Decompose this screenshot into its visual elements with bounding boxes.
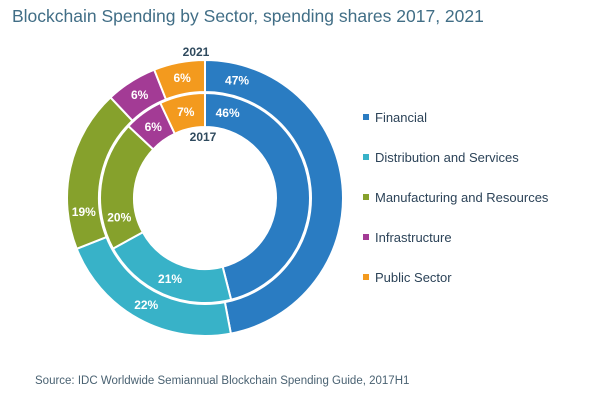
legend-swatch	[363, 234, 369, 240]
slice-2017-financial	[204, 91, 311, 301]
legend-item-financial: Financial	[363, 97, 548, 137]
data-label-2017: 7%	[177, 105, 195, 119]
legend-label: Distribution and Services	[375, 149, 519, 165]
data-label-2021: 19%	[72, 205, 96, 219]
legend-swatch	[363, 194, 369, 200]
legend-swatch	[363, 274, 369, 280]
legend-item-infrastructure: Infrastructure	[363, 217, 548, 257]
legend-item-public-sector: Public Sector	[363, 257, 548, 297]
data-label-2017: 20%	[107, 211, 131, 225]
data-label-2021: 47%	[225, 73, 249, 87]
legend-label: Public Sector	[375, 269, 452, 285]
year-label-2021: 2021	[183, 45, 210, 59]
legend-label: Manufacturing and Resources	[375, 189, 549, 205]
data-label-2021: 6%	[173, 71, 191, 85]
data-label-2021: 22%	[134, 298, 158, 312]
data-label-2017: 6%	[145, 120, 163, 134]
data-label-2017: 46%	[216, 106, 240, 120]
data-label-2021: 6%	[131, 88, 149, 102]
legend-label: Financial	[375, 109, 428, 125]
legend-swatch	[363, 114, 369, 120]
legend: Financial Distribution and Services Manu…	[363, 108, 548, 308]
data-label-2017: 21%	[158, 272, 182, 286]
legend-item-manufacturing: Manufacturing and Resources	[363, 177, 548, 217]
source-note: Source: IDC Worldwide Semiannual Blockch…	[35, 375, 410, 387]
year-label-2017: 2017	[190, 130, 217, 144]
legend-item-distribution: Distribution and Services	[363, 137, 548, 177]
chart-title: Blockchain Spending by Sector, spending …	[12, 6, 484, 26]
legend-label: Infrastructure	[375, 229, 452, 245]
slice-2017-public-sector	[158, 91, 206, 136]
legend-swatch	[363, 154, 369, 160]
